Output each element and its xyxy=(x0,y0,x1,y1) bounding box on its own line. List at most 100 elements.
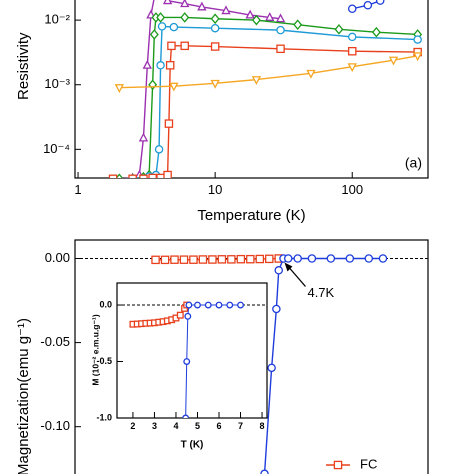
marker xyxy=(276,44,285,54)
arrow-head xyxy=(284,262,293,272)
y-tick-label: -0.05 xyxy=(40,334,70,349)
marker xyxy=(275,13,286,23)
marker xyxy=(164,119,174,128)
marker xyxy=(412,52,423,62)
marker xyxy=(208,255,217,264)
marker xyxy=(154,145,164,154)
marker xyxy=(156,61,165,70)
marker xyxy=(251,14,261,26)
x-tick-label: 7 xyxy=(238,421,243,431)
marker xyxy=(139,174,148,178)
y-axis-label: M (10⁻² e.m.u.g⁻¹) xyxy=(90,314,100,385)
y-tick-label: -0.5 xyxy=(96,356,112,366)
marker xyxy=(265,12,275,21)
marker xyxy=(251,76,262,85)
x-tick-label: 8 xyxy=(260,421,265,431)
marker xyxy=(163,170,172,178)
x-tick-label: 3 xyxy=(152,421,157,431)
marker xyxy=(157,22,167,31)
marker xyxy=(375,0,385,5)
marker xyxy=(156,173,165,178)
marker xyxy=(363,0,373,10)
marker xyxy=(210,13,220,25)
marker xyxy=(272,304,281,314)
x-axis-label: T (K) xyxy=(181,440,204,451)
y-axis-label: Resistivity xyxy=(15,32,32,100)
marker xyxy=(170,255,179,264)
marker xyxy=(149,29,159,40)
marker xyxy=(371,26,381,38)
marker xyxy=(265,254,274,264)
marker xyxy=(180,12,190,23)
y-tick-label: 10⁻² xyxy=(44,12,70,27)
marker xyxy=(128,174,137,178)
marker xyxy=(276,25,285,35)
marker xyxy=(138,132,149,142)
series-line xyxy=(119,55,418,89)
marker xyxy=(245,9,255,19)
marker xyxy=(334,24,344,35)
y-tick-label: 0.00 xyxy=(45,250,70,265)
x-tick-label: 5 xyxy=(195,421,200,431)
series-line xyxy=(144,45,418,178)
marker xyxy=(183,358,191,365)
marker xyxy=(307,254,317,263)
marker xyxy=(184,312,192,320)
marker xyxy=(210,42,220,51)
marker xyxy=(108,174,118,178)
x-tick-label: 100 xyxy=(341,182,363,197)
marker xyxy=(378,254,388,263)
marker xyxy=(210,79,220,89)
marker xyxy=(388,56,399,66)
series-line xyxy=(120,0,281,178)
marker xyxy=(347,4,357,13)
x-axis-label: Temperature (K) xyxy=(197,207,305,224)
marker xyxy=(198,255,208,264)
x-tick-label: 2 xyxy=(130,421,135,431)
x-tick-label: 1 xyxy=(74,182,81,197)
y-tick-label: 10⁻⁴ xyxy=(43,141,70,156)
plot-area xyxy=(108,0,423,178)
marker xyxy=(306,69,316,79)
marker xyxy=(326,254,336,263)
marker xyxy=(347,63,357,73)
marker xyxy=(204,301,212,309)
marker xyxy=(217,255,227,264)
marker xyxy=(413,35,422,44)
annotation: (a) xyxy=(405,155,422,171)
marker xyxy=(194,301,201,309)
marker xyxy=(167,41,176,51)
marker xyxy=(156,12,166,23)
marker xyxy=(165,61,175,70)
marker xyxy=(283,254,293,263)
legend-label: FC xyxy=(360,456,377,471)
marker xyxy=(151,255,160,265)
marker xyxy=(169,82,179,92)
marker xyxy=(227,255,236,264)
x-tick-label: 4 xyxy=(173,421,178,431)
marker xyxy=(185,301,193,309)
marker xyxy=(189,255,198,264)
marker xyxy=(347,46,357,56)
marker xyxy=(148,173,157,178)
x-tick-label: 6 xyxy=(217,421,222,431)
y-axis-label: Magnetization(emu g⁻¹) xyxy=(15,318,32,474)
marker xyxy=(210,23,220,33)
marker xyxy=(176,311,184,319)
marker xyxy=(255,254,265,264)
plot-area xyxy=(117,301,267,418)
marker xyxy=(345,254,355,263)
marker xyxy=(180,0,190,8)
marker xyxy=(215,301,223,309)
plot-frame xyxy=(116,282,268,419)
y-tick-label: 10⁻³ xyxy=(44,76,70,91)
marker xyxy=(293,254,302,263)
marker xyxy=(221,5,231,15)
marker xyxy=(364,254,374,263)
marker xyxy=(267,363,276,373)
plot-area xyxy=(75,254,428,474)
y-tick-label: -1.0 xyxy=(96,412,112,422)
series-line xyxy=(352,0,384,10)
marker xyxy=(347,32,357,42)
